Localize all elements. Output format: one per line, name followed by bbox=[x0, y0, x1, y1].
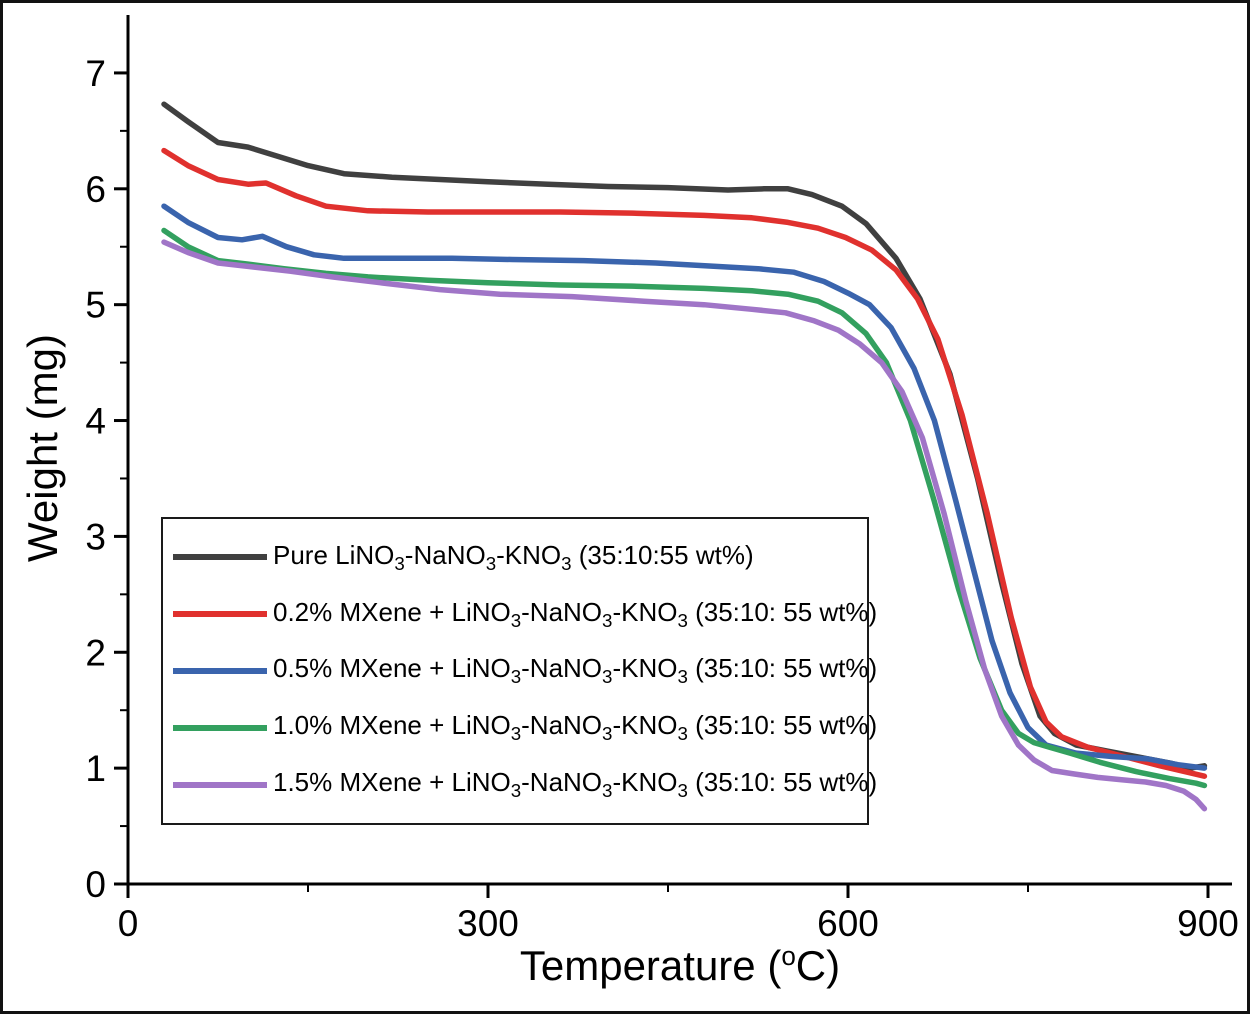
x-tick-label: 600 bbox=[817, 903, 879, 944]
y-tick-label: 2 bbox=[85, 632, 106, 673]
x-axis-label-superscript: o bbox=[781, 941, 796, 971]
plot-area: 0 300 600 900 0 1 2 3 4 5 6 7 bbox=[85, 15, 1239, 944]
series-line-3 bbox=[161, 227, 1208, 789]
legend-label: 0.5% MXene + LiNO3-NaNO3-KNO3 (35:10: 55… bbox=[273, 653, 878, 688]
series-line-1 bbox=[161, 147, 1208, 779]
x-axis-label-unit: C) bbox=[795, 942, 841, 989]
x-axis-label: Temperature (oC) bbox=[128, 941, 1232, 990]
y-tick-label: 0 bbox=[85, 864, 106, 905]
legend-item: 1.5% MXene + LiNO3-NaNO3-KNO3 (35:10: 55… bbox=[173, 767, 877, 802]
y-tick-label: 3 bbox=[85, 516, 106, 557]
legend-swatch bbox=[173, 724, 267, 731]
y-tick-label: 6 bbox=[85, 169, 106, 210]
x-tick-label: 300 bbox=[457, 903, 519, 944]
legend-swatch bbox=[173, 554, 267, 561]
legend-label: Pure LiNO3-NaNO3-KNO3 (35:10:55 wt%) bbox=[273, 539, 754, 574]
x-tick-label: 0 bbox=[118, 903, 139, 944]
x-axis-label-text: Temperature ( bbox=[519, 942, 782, 989]
legend-swatch bbox=[173, 611, 267, 618]
x-tick-label: 900 bbox=[1177, 903, 1239, 944]
y-tick-label: 5 bbox=[85, 285, 106, 326]
legend-label: 1.5% MXene + LiNO3-NaNO3-KNO3 (35:10: 55… bbox=[273, 766, 878, 802]
y-tick-label: 7 bbox=[85, 53, 106, 94]
legend-label: 1.0% MXene + LiNO3-NaNO3-KNO3 (35:10: 55… bbox=[273, 710, 878, 745]
legend-swatch bbox=[173, 781, 267, 788]
legend-item: 0.2% MXene + LiNO3-NaNO3-KNO3 (35:10: 55… bbox=[173, 597, 877, 632]
legend-item: 0.5% MXene + LiNO3-NaNO3-KNO3 (35:10: 55… bbox=[173, 653, 877, 688]
y-tick-label: 4 bbox=[85, 401, 106, 442]
legend-swatch bbox=[173, 667, 267, 674]
legend: Pure LiNO3-NaNO3-KNO3 (35:10:55 wt%) 0.2%… bbox=[161, 517, 877, 825]
series-line-2 bbox=[161, 203, 1208, 771]
legend-label: 0.2% MXene + LiNO3-NaNO3-KNO3 (35:10: 55… bbox=[273, 596, 878, 631]
y-axis-label: Weight (mg) bbox=[19, 334, 66, 562]
series-line-4 bbox=[161, 239, 1208, 812]
y-tick-label: 1 bbox=[85, 748, 106, 789]
legend-item: Pure LiNO3-NaNO3-KNO3 (35:10:55 wt%) bbox=[173, 540, 861, 575]
legend-item: 1.0% MXene + LiNO3-NaNO3-KNO3 (35:10: 55… bbox=[173, 710, 877, 745]
